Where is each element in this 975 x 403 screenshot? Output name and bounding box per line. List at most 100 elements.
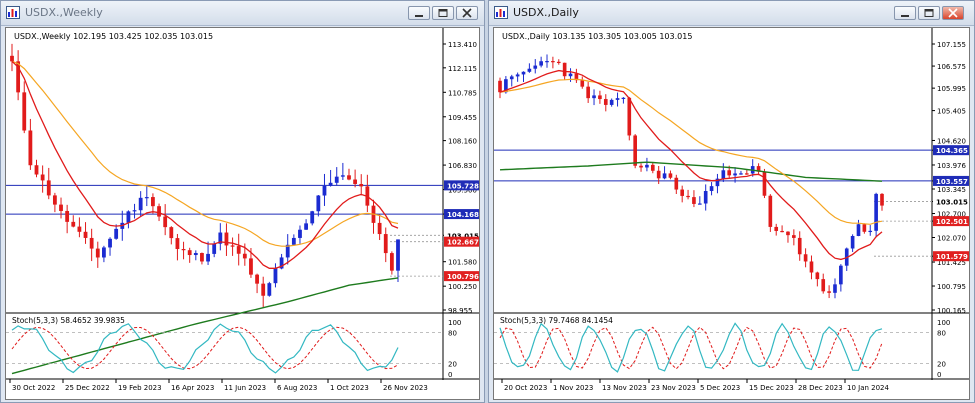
candle-body	[709, 186, 714, 192]
chart-area[interactable]: USDX.,Daily 103.135 103.305 103.005 103.…	[493, 27, 970, 400]
candle-body	[639, 165, 643, 168]
date-tick-label: 10 Jan 2024	[847, 384, 890, 392]
price-tag-label: 103.015	[447, 232, 479, 240]
candle-body	[839, 265, 843, 285]
candle-body	[827, 291, 831, 293]
ma-mid-line	[499, 78, 883, 225]
date-tick-label: 23 Nov 2023	[651, 384, 696, 392]
candle-body	[745, 173, 749, 175]
candle-body	[359, 183, 364, 187]
candle-body	[721, 170, 726, 179]
chart-area[interactable]: USDX.,Weekly 102.195 103.425 102.035 103…	[5, 27, 480, 400]
date-tick-label: 16 Apr 2023	[171, 384, 214, 392]
minimize-button[interactable]	[408, 6, 430, 20]
price-tick-label: 100.795	[937, 283, 966, 291]
candle-body	[515, 74, 520, 77]
ohlc-label: USDX.,Daily 103.135 103.305 103.005 103.…	[502, 32, 692, 41]
candle-body	[697, 203, 702, 205]
candle-body	[833, 284, 837, 293]
stoch-signal-line	[499, 326, 883, 370]
price-tick-label: 103.345	[937, 186, 966, 194]
candle-body	[792, 235, 796, 238]
price-tick-label: 102.700	[937, 211, 966, 219]
price-tag-label: 104.168	[447, 211, 479, 219]
candle-body	[16, 61, 21, 93]
candle-body	[114, 228, 119, 239]
minimize-button[interactable]	[894, 6, 916, 20]
chart-window-weekly[interactable]: USDX.,Weekly USDX.,Weekly 102.195 103.42…	[0, 0, 485, 403]
candle-body	[108, 238, 112, 248]
candle-body	[533, 65, 538, 69]
price-tick-label: 101.580	[448, 259, 477, 267]
candle-body	[627, 97, 632, 136]
candle-body	[797, 237, 802, 255]
candle-body	[562, 62, 567, 77]
price-tag-label: 102.667	[447, 239, 479, 247]
candle-body	[347, 175, 351, 180]
stoch-tick-label: 0	[937, 371, 941, 379]
window-title: USDX.,Daily	[513, 6, 579, 19]
candle-body	[815, 272, 820, 280]
candle-body	[206, 253, 210, 262]
stoch-label: Stoch(5,3,3) 79.7468 84.1454	[500, 316, 613, 325]
price-tick-label: 108.160	[448, 138, 477, 146]
price-tag-label: 105.728	[447, 182, 479, 190]
candle-body	[521, 71, 526, 75]
minimize-icon	[415, 15, 423, 17]
candle-body	[65, 210, 70, 222]
ma-fast-line	[11, 60, 399, 269]
stoch-tick-label: 80	[937, 329, 946, 337]
price-tag	[444, 236, 479, 247]
date-tick-label: 11 Jun 2023	[224, 384, 266, 392]
price-tag	[444, 209, 479, 220]
close-button[interactable]	[456, 6, 478, 20]
candle-body	[310, 211, 315, 224]
price-tick-label: 105.405	[937, 108, 966, 116]
close-button[interactable]	[942, 6, 964, 20]
price-tick-label: 106.575	[937, 63, 966, 71]
price-tag	[933, 196, 969, 207]
candle-body	[862, 224, 867, 232]
date-tick-label: 19 Feb 2023	[118, 384, 162, 392]
candle-body	[249, 258, 253, 275]
candle-body	[328, 182, 333, 186]
candle-body	[52, 195, 57, 205]
price-chart[interactable]: USDX.,Weekly 102.195 103.425 102.035 103…	[6, 28, 479, 399]
title-bar[interactable]: USDX.,Daily	[489, 1, 974, 26]
candle-body	[509, 76, 514, 80]
candle-body	[151, 197, 155, 207]
candle-body	[242, 253, 247, 259]
stoch-tick-label: 20	[448, 361, 457, 369]
price-tick-label: 102.070	[937, 235, 966, 243]
price-tag	[933, 251, 969, 262]
candle-body	[40, 174, 45, 181]
candle-body	[786, 231, 790, 236]
candle-body	[10, 55, 14, 62]
candle-body	[377, 222, 382, 235]
date-tick-label: 5 Dec 2023	[700, 384, 740, 392]
candle-body	[157, 206, 161, 217]
candle-body	[34, 165, 39, 175]
price-tag	[933, 216, 969, 227]
candle-body	[645, 164, 649, 168]
price-tag	[933, 175, 969, 186]
chart-window-daily[interactable]: USDX.,Daily USDX.,Daily 103.135 103.305 …	[488, 0, 975, 403]
price-tick-label: 104.620	[937, 137, 966, 145]
candle-body	[322, 185, 327, 196]
window-title: USDX.,Weekly	[25, 6, 103, 19]
candle-body	[383, 234, 388, 254]
restore-button[interactable]	[432, 6, 454, 20]
title-bar[interactable]: USDX.,Weekly	[1, 1, 484, 26]
price-chart[interactable]: USDX.,Daily 103.135 103.305 103.005 103.…	[494, 28, 969, 399]
price-tag-label: 102.501	[936, 218, 968, 226]
close-icon	[462, 8, 472, 18]
candle-body	[181, 249, 186, 251]
price-tag	[933, 145, 969, 156]
restore-button[interactable]	[918, 6, 940, 20]
candle-body	[539, 61, 543, 66]
candle-body	[212, 243, 217, 254]
restore-icon	[924, 9, 934, 17]
price-tag	[444, 180, 479, 191]
date-tick-label: 28 Dec 2023	[798, 384, 843, 392]
candle-body	[304, 223, 308, 230]
